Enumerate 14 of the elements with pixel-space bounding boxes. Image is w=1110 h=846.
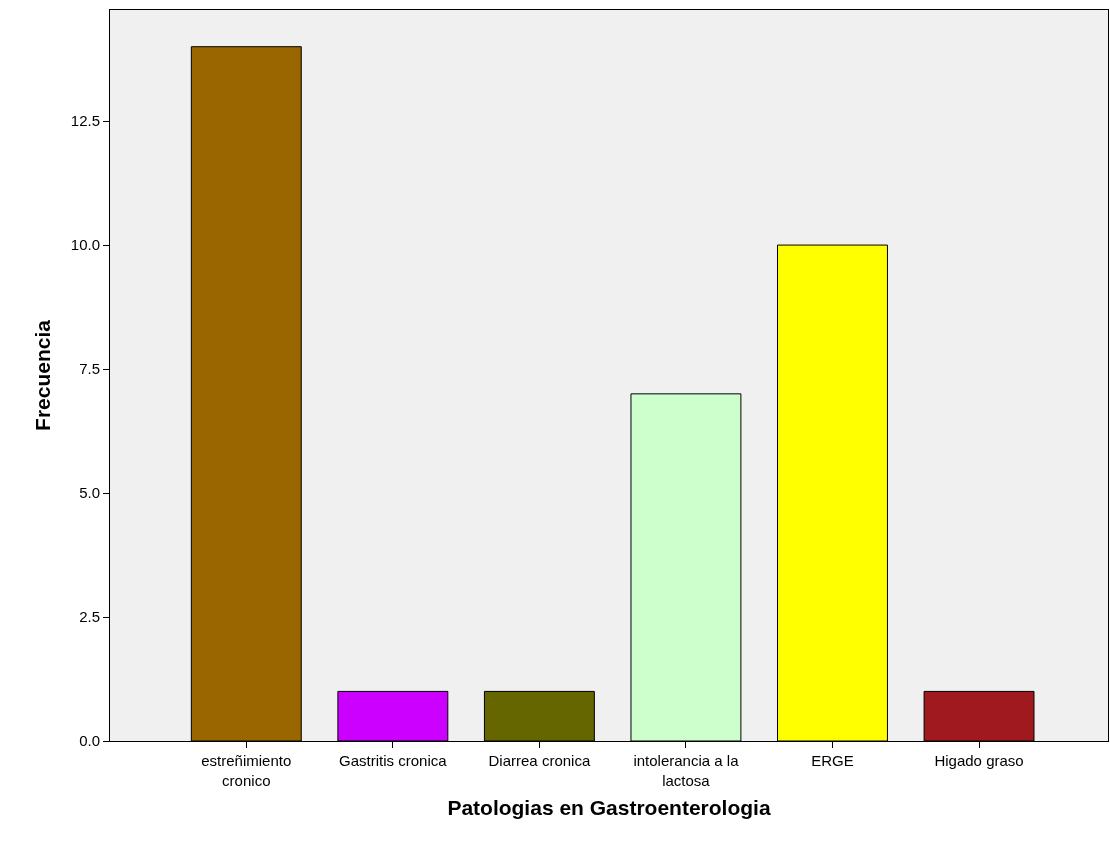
x-tick-label: ERGE [811,752,854,769]
y-tick-label: 10.0 [70,236,100,254]
y-tick-label: 0.0 [79,732,100,750]
x-tick-label: Gastritis cronica [339,752,448,769]
y-tick-label: 7.5 [79,360,100,378]
x-tick-label: estreñimiento cronico [201,752,292,789]
y-axis-title: Frecuencia [30,319,54,431]
x-tick-label: Higado graso [934,752,1024,769]
y-tick-label: 2.5 [79,608,100,626]
x-tick-label: Diarrea cronica [488,752,591,769]
x-tick-label: intolerancia a la lactosa [633,752,740,789]
y-tick-label: 12.5 [70,112,100,130]
x-axis-title: Patologias en Gastroenterologia [447,795,771,819]
y-tick-label: 5.0 [79,484,100,502]
